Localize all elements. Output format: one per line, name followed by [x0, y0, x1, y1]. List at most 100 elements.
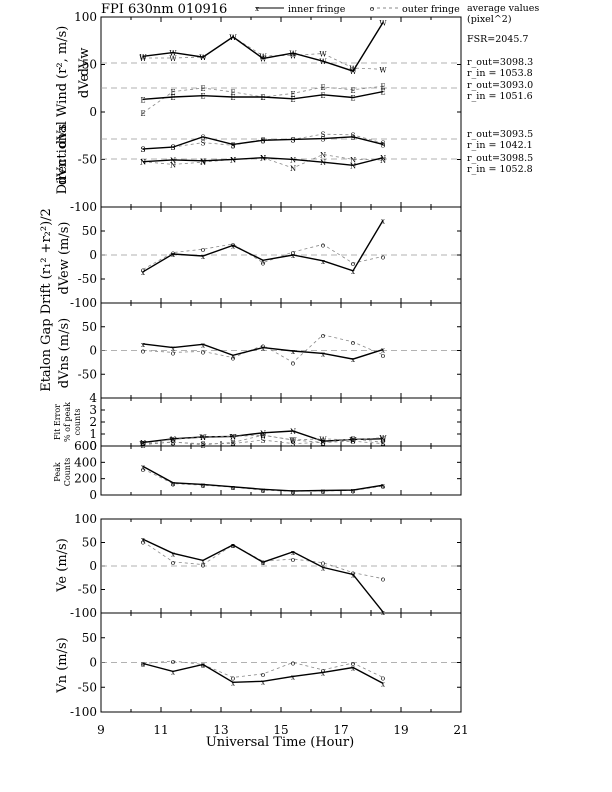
- directional-wind-outer-point-W: W: [349, 65, 357, 73]
- ve-ytick-label: -100: [70, 606, 97, 620]
- dvew-inner-point: x: [171, 251, 175, 259]
- ve-ytick-label: 50: [82, 536, 97, 550]
- fit-error-point-S: S: [291, 441, 296, 449]
- fit-error-ytick-label: 1: [89, 427, 97, 441]
- directional-wind-inner-point-E: E: [290, 96, 295, 104]
- side-notes: average values (pixel^2) FSR=2045.7 r_ou…: [467, 3, 539, 175]
- ve-outer-point: o: [231, 542, 235, 550]
- dvns-inner-point: x: [291, 348, 295, 356]
- vn-inner-point: x: [351, 664, 355, 672]
- directional-wind-outer-point-E: E: [350, 87, 355, 95]
- fit-error-point-N: N: [230, 433, 236, 441]
- directional-wind-outer-point-N: N: [260, 155, 266, 163]
- fit-error-point-W: W: [199, 434, 207, 442]
- peak-counts-inner-point: x: [141, 463, 145, 471]
- vn-outer-point: o: [171, 658, 175, 666]
- fit-error-point-E: E: [290, 437, 295, 445]
- directional-wind-outer-point-E: E: [230, 89, 235, 97]
- dvew-outer-point: o: [141, 266, 145, 274]
- legend-inner-label: inner fringe: [288, 4, 346, 15]
- directional-wind-inner-point-S: S: [291, 136, 296, 144]
- x-tick-label: 15: [273, 723, 288, 737]
- directional-wind-outer-point-W: W: [379, 66, 387, 74]
- dvew-ytick-label: -100: [70, 296, 97, 310]
- dvew-outer-point: o: [381, 253, 385, 261]
- vn-inner-point: x: [291, 673, 295, 681]
- directional-wind-inner-point-S: S: [381, 141, 386, 149]
- directional-wind-outer-point-N: N: [230, 156, 236, 164]
- peak-counts-outer-point: o: [381, 483, 385, 491]
- dvew-outer-point: o: [231, 241, 235, 249]
- directional-wind-outer-point-S: S: [171, 144, 176, 152]
- ve-inner-point: x: [171, 550, 175, 558]
- directional-wind-outer-point-E: E: [260, 94, 265, 102]
- etalon-label: Etalon Gap Drift (r₁² +r₂²)/2: [39, 208, 54, 392]
- directional-wind-inner-point-E: E: [350, 94, 355, 102]
- dvew-inner-point: x: [351, 268, 355, 276]
- directional-wind-inner-point-N: N: [320, 159, 326, 167]
- fit-error-point-N: N: [200, 434, 206, 442]
- peak-counts-outer-point: o: [171, 481, 175, 489]
- directional-wind-outer-point-S: S: [381, 140, 386, 148]
- legend-outer-marker: o: [370, 5, 374, 13]
- ve-inner-point: x: [201, 557, 205, 565]
- peak-counts-panel-frame: [100, 445, 462, 496]
- dvns-inner-line: [142, 343, 384, 360]
- directional-wind-label: Directional Wind (r², m/s): [55, 26, 70, 195]
- fit-error-point-W: W: [169, 436, 177, 444]
- r-out-3: r_out=3093.5: [467, 129, 533, 140]
- directional-wind-inner-point-S: S: [171, 144, 176, 152]
- legend-inner-marker: x: [255, 5, 259, 13]
- directional-wind-inner-point-N: N: [350, 162, 356, 170]
- vn-inner-point: x: [231, 679, 235, 687]
- directional-wind-outer-point-W: W: [169, 55, 177, 63]
- directional-wind-panel-frame: [100, 16, 462, 208]
- peak-counts-outer-point: o: [141, 466, 145, 474]
- directional-wind-outer-point-N: N: [170, 161, 176, 169]
- x-axis-label: Universal Time (Hour): [206, 735, 354, 750]
- directional-wind-outer-point-N: N: [290, 165, 296, 173]
- directional-wind-outer-point-N: N: [350, 156, 356, 164]
- directional-wind-inner-point-S: S: [231, 141, 236, 149]
- vn-ytick-label: -100: [70, 705, 97, 719]
- x-tick-label: 21: [453, 723, 468, 737]
- r-out-4: r_out=3098.5: [467, 153, 533, 164]
- directional-wind-inner-point-N: N: [290, 156, 296, 164]
- r-in-4: r_in = 1052.8: [467, 164, 533, 175]
- fit-error-point-S: S: [351, 438, 356, 446]
- fit-error-point-S: S: [201, 441, 206, 449]
- average-unit: (pixel^2): [467, 14, 512, 25]
- ve-outer-line: [142, 541, 384, 580]
- vn-inner-point: x: [171, 668, 175, 676]
- directional-wind-inner-point-E: E: [170, 94, 175, 102]
- directional-wind-inner-point-S: S: [201, 134, 206, 142]
- vn-outer-point: o: [321, 667, 325, 675]
- dvns-ytick-label: 0: [89, 344, 97, 358]
- vn-inner-point: x: [141, 660, 145, 668]
- dvew-outer-point: o: [351, 260, 355, 268]
- vn-outer-point: o: [201, 661, 205, 669]
- fit-error-label-3: counts: [73, 409, 82, 436]
- ve-outer-point: o: [321, 560, 325, 568]
- directional-wind-inner-point-N: N: [170, 157, 176, 165]
- directional-wind-outer-point-E: E: [170, 89, 175, 97]
- directional-wind-outer-point-E: E: [200, 85, 205, 93]
- dvew-inner-point: x: [291, 252, 295, 260]
- peak-counts-inner-point: x: [171, 480, 175, 488]
- peak-label-1: Peak: [53, 462, 62, 482]
- directional-wind-outer-point-N: N: [380, 157, 386, 165]
- dvns-inner-point: x: [231, 352, 235, 360]
- dvew-inner-line: [142, 220, 384, 273]
- directional-wind-ytick-label: 50: [82, 58, 97, 72]
- directional-wind-inner-point-N: N: [200, 158, 206, 166]
- fit-error-point-N: N: [380, 436, 386, 444]
- peak-counts-outer-point: o: [291, 488, 295, 496]
- directional-wind-ytick-label: 100: [74, 10, 97, 24]
- peak-counts-inner-point: x: [381, 482, 385, 490]
- dvns-outer-line: [142, 334, 384, 363]
- vn-inner-point: x: [201, 661, 205, 669]
- dvew-inner-point: x: [231, 242, 235, 250]
- directional-wind-inner-line-S: [142, 136, 384, 150]
